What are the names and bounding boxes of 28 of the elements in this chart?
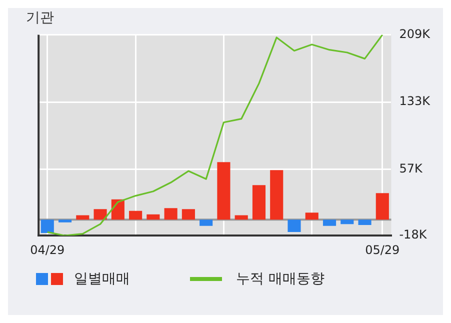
bar <box>358 220 372 225</box>
y-tick-label: 209K <box>399 26 432 41</box>
legend-label: 일별매매 <box>74 270 130 288</box>
bar <box>322 220 336 226</box>
bar <box>200 220 213 226</box>
bar <box>164 208 178 220</box>
legend-label: 누적 매매동향 <box>236 270 324 288</box>
x-tick-label: 04/29 <box>30 242 65 257</box>
y-tick-label: 133K <box>399 94 432 108</box>
bar <box>217 162 230 220</box>
y-tick-label: -18K <box>399 228 428 242</box>
bar <box>129 210 142 220</box>
bar <box>252 185 266 220</box>
y-tick-label: 57K <box>399 161 424 176</box>
bar <box>40 220 54 233</box>
bar <box>58 220 72 222</box>
chart-title: 기관 <box>26 10 54 26</box>
x-tick-label: 05/29 <box>365 242 400 257</box>
bar <box>182 209 195 220</box>
bar <box>76 215 90 220</box>
bar <box>270 170 284 220</box>
bar <box>340 220 354 224</box>
bar <box>146 214 160 220</box>
bar <box>376 193 389 220</box>
bar <box>234 215 248 220</box>
bar <box>305 212 318 220</box>
bar <box>288 220 301 232</box>
bar <box>94 209 107 220</box>
